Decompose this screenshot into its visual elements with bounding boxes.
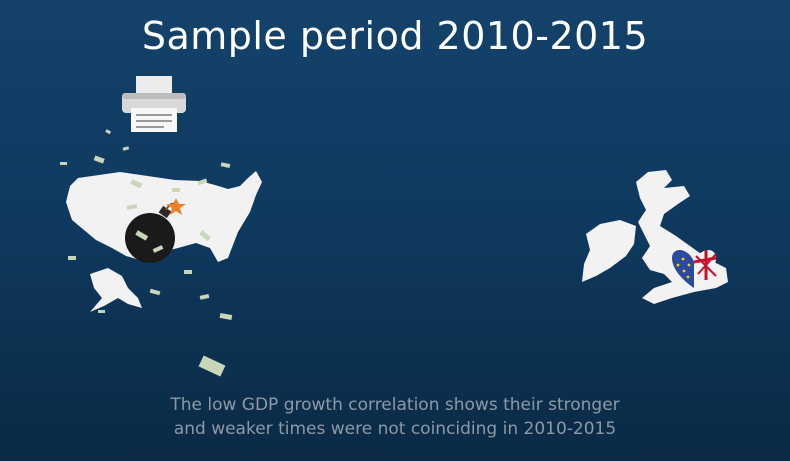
printer-icon <box>122 76 186 132</box>
slide-title: Sample period 2010-2015 <box>141 14 649 58</box>
caption: The low GDP growth correlation shows the… <box>0 393 790 441</box>
bomb-icon <box>125 198 186 263</box>
uk-ireland-map-icon <box>582 170 728 304</box>
falling-money-icon <box>60 129 233 377</box>
eu-uk-heart-icon <box>672 250 717 288</box>
usa-map-icon <box>66 171 262 312</box>
caption-line-2: and weaker times were not coinciding in … <box>173 419 617 439</box>
caption-line-1: The low GDP growth correlation shows the… <box>170 395 620 415</box>
